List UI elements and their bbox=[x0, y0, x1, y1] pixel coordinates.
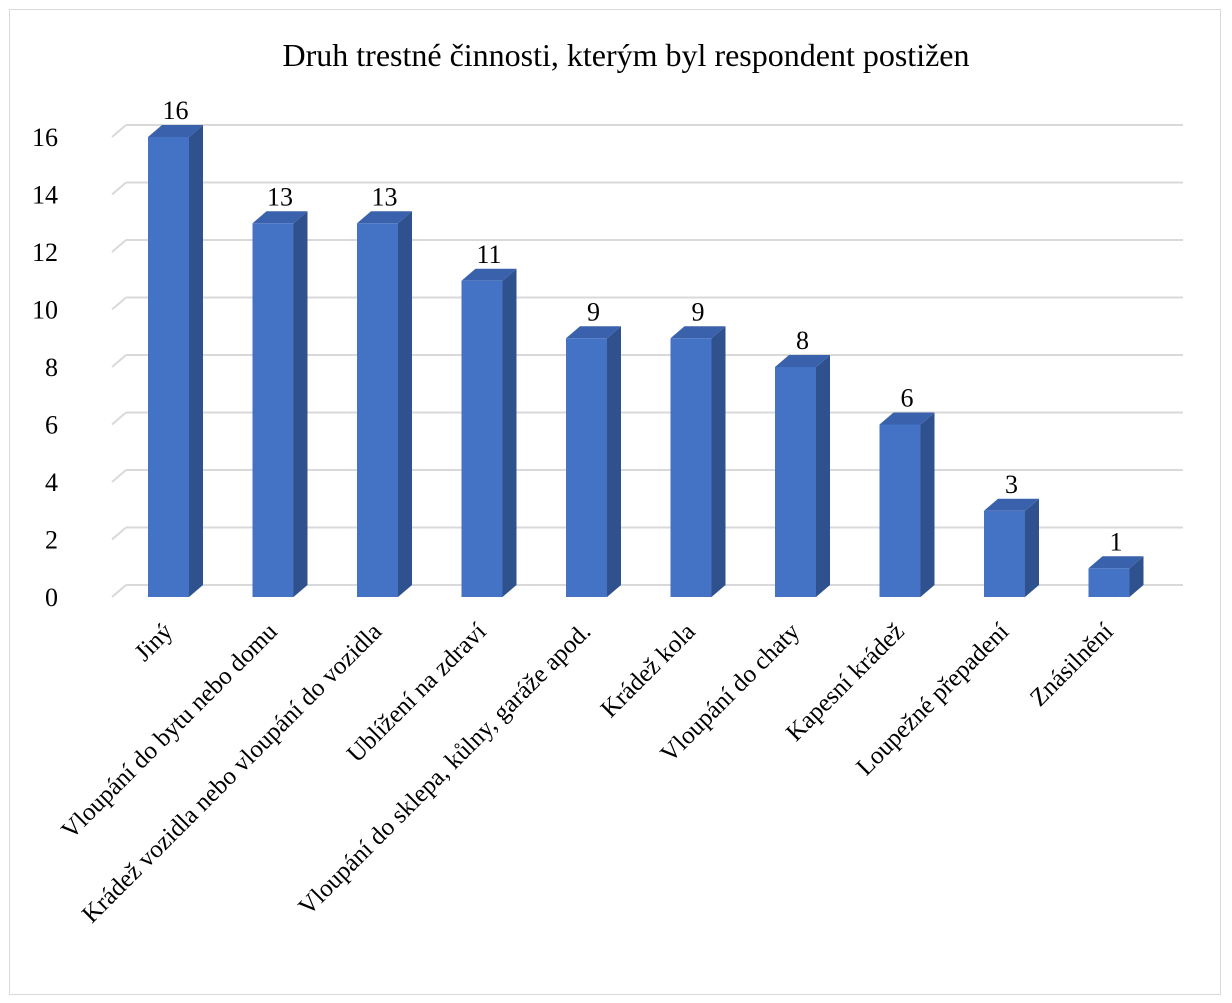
bar-top bbox=[566, 326, 621, 339]
bar-top bbox=[357, 211, 412, 224]
bar-top bbox=[879, 412, 935, 425]
data-label: 6 bbox=[901, 384, 914, 413]
y-tick-label: 4 bbox=[45, 468, 58, 497]
category-label: Krádež kola bbox=[596, 618, 701, 723]
bar bbox=[775, 355, 830, 597]
bars bbox=[148, 125, 1144, 597]
y-axis-ticks: 0 2 4 6 8 10 12 14 16 bbox=[32, 123, 58, 612]
gridline-depth bbox=[111, 354, 127, 368]
data-label: 16 bbox=[163, 96, 189, 125]
gridline-depth bbox=[111, 181, 127, 196]
data-label: 3 bbox=[1005, 470, 1018, 499]
y-tick-label: 2 bbox=[45, 526, 58, 555]
gridline-depth bbox=[111, 411, 127, 426]
bar bbox=[252, 211, 308, 597]
bar-front bbox=[148, 137, 189, 597]
bar-top bbox=[252, 211, 308, 224]
bar-front bbox=[566, 338, 607, 597]
category-label: Znásilnění bbox=[1025, 618, 1119, 712]
y-tick-label: 6 bbox=[45, 411, 58, 440]
bar bbox=[879, 412, 935, 597]
bar-top bbox=[775, 355, 830, 367]
data-label: 8 bbox=[796, 326, 809, 355]
gridline-depth bbox=[111, 584, 127, 598]
chart-title: Druh trestné činnosti, kterým byl respon… bbox=[283, 37, 970, 73]
data-label: 13 bbox=[372, 182, 398, 211]
bar bbox=[984, 498, 1039, 597]
y-tick-label: 10 bbox=[32, 296, 58, 325]
gridline-depth bbox=[111, 296, 127, 311]
gridline-depth bbox=[111, 469, 127, 483]
bar-front bbox=[252, 223, 294, 597]
bar-side bbox=[502, 268, 517, 597]
bar-side bbox=[607, 326, 621, 597]
data-label: 1 bbox=[1110, 527, 1123, 556]
bar-front bbox=[461, 280, 503, 597]
bar bbox=[566, 326, 621, 597]
bar-front bbox=[357, 223, 398, 597]
bar-side bbox=[1025, 498, 1039, 597]
bar bbox=[670, 326, 726, 597]
bar-front bbox=[1088, 568, 1130, 597]
bar-side bbox=[398, 211, 412, 597]
bar-side bbox=[189, 125, 203, 597]
bar-side bbox=[293, 211, 308, 597]
bar bbox=[148, 125, 203, 597]
bar bbox=[357, 211, 412, 597]
bar-top bbox=[670, 326, 726, 339]
bar-front bbox=[984, 510, 1025, 597]
gridline-depth bbox=[111, 124, 127, 138]
gridline-depth bbox=[111, 526, 127, 541]
bar bbox=[461, 268, 517, 597]
bar-side bbox=[711, 326, 726, 597]
data-labels: 16 13 13 11 9 9 8 6 3 1 bbox=[163, 96, 1123, 556]
bar-side bbox=[816, 355, 830, 597]
bar-top bbox=[461, 268, 517, 281]
data-label: 9 bbox=[587, 297, 600, 326]
y-tick-label: 12 bbox=[32, 238, 58, 267]
y-tick-label: 14 bbox=[32, 181, 58, 210]
y-tick-label: 16 bbox=[32, 123, 58, 152]
y-tick-label: 0 bbox=[45, 583, 58, 612]
category-label: Vloupání do bytu nebo domu bbox=[56, 618, 283, 845]
bar bbox=[1088, 556, 1144, 597]
y-tick-label: 8 bbox=[45, 353, 58, 382]
bar-side bbox=[920, 412, 935, 597]
data-label: 11 bbox=[476, 240, 501, 269]
bar-top bbox=[984, 498, 1039, 511]
category-label: Jiný bbox=[130, 618, 179, 667]
bar-front bbox=[670, 338, 712, 597]
bar-side bbox=[1129, 556, 1144, 597]
bar-top bbox=[148, 125, 203, 137]
bar-front bbox=[879, 424, 921, 597]
data-label: 13 bbox=[267, 182, 293, 211]
bar-front bbox=[775, 367, 816, 597]
gridline-depth bbox=[111, 239, 127, 253]
data-label: 9 bbox=[692, 297, 705, 326]
bar-top bbox=[1088, 556, 1144, 569]
